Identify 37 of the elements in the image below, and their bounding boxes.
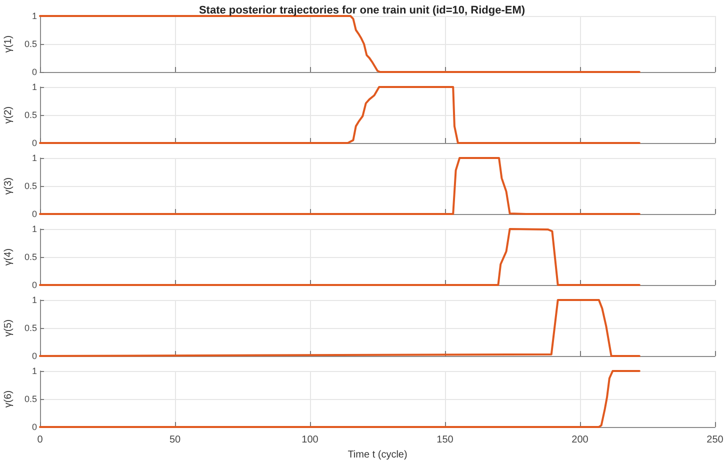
y-tick-label: 1 bbox=[32, 11, 37, 21]
y-axis-title: γ(3) bbox=[3, 177, 14, 195]
y-tick-label: 0.5 bbox=[24, 323, 37, 333]
y-tick-label: 0 bbox=[32, 138, 37, 148]
y-tick-label: 1 bbox=[32, 295, 37, 305]
x-tick-label: 100 bbox=[302, 434, 319, 446]
line-series bbox=[39, 157, 640, 215]
y-tick-label: 1 bbox=[32, 82, 37, 92]
y-axis-title: γ(6) bbox=[3, 390, 14, 408]
y-tick-label: 1 bbox=[32, 224, 37, 234]
y-tick-label: 1 bbox=[32, 366, 37, 376]
y-tick-label: 0 bbox=[32, 209, 37, 219]
y-tick-label: 0 bbox=[32, 422, 37, 432]
line-series bbox=[39, 228, 640, 286]
y-tick-label: 0 bbox=[32, 280, 37, 290]
x-tick-label: 250 bbox=[706, 434, 724, 446]
y-tick-label: 0.5 bbox=[24, 252, 37, 262]
x-tick-label: 50 bbox=[169, 434, 181, 446]
x-tick-label: 150 bbox=[436, 434, 454, 446]
y-tick-label: 0 bbox=[32, 67, 37, 77]
line-series bbox=[39, 299, 640, 357]
line-series bbox=[39, 15, 640, 73]
y-tick-label: 0 bbox=[32, 351, 37, 361]
y-tick-label: 0.5 bbox=[24, 181, 37, 191]
y-tick-label: 1 bbox=[32, 153, 37, 163]
line-series bbox=[39, 370, 640, 428]
x-tick-label: 200 bbox=[572, 434, 589, 446]
line-series bbox=[39, 86, 640, 144]
y-tick-label: 0.5 bbox=[24, 394, 37, 404]
x-axis-title: Time t (cycle) bbox=[348, 449, 408, 460]
y-axis-title: γ(2) bbox=[3, 106, 14, 124]
y-tick-label: 0.5 bbox=[24, 110, 37, 120]
y-tick-label: 0.5 bbox=[24, 39, 37, 49]
y-axis-title: γ(5) bbox=[3, 319, 14, 337]
y-axis-title: γ(1) bbox=[3, 35, 14, 53]
y-axis-title: γ(4) bbox=[3, 248, 14, 266]
chart-title: State posterior trajectories for one train unit (id=10, Ridge-EM) bbox=[198, 4, 526, 16]
